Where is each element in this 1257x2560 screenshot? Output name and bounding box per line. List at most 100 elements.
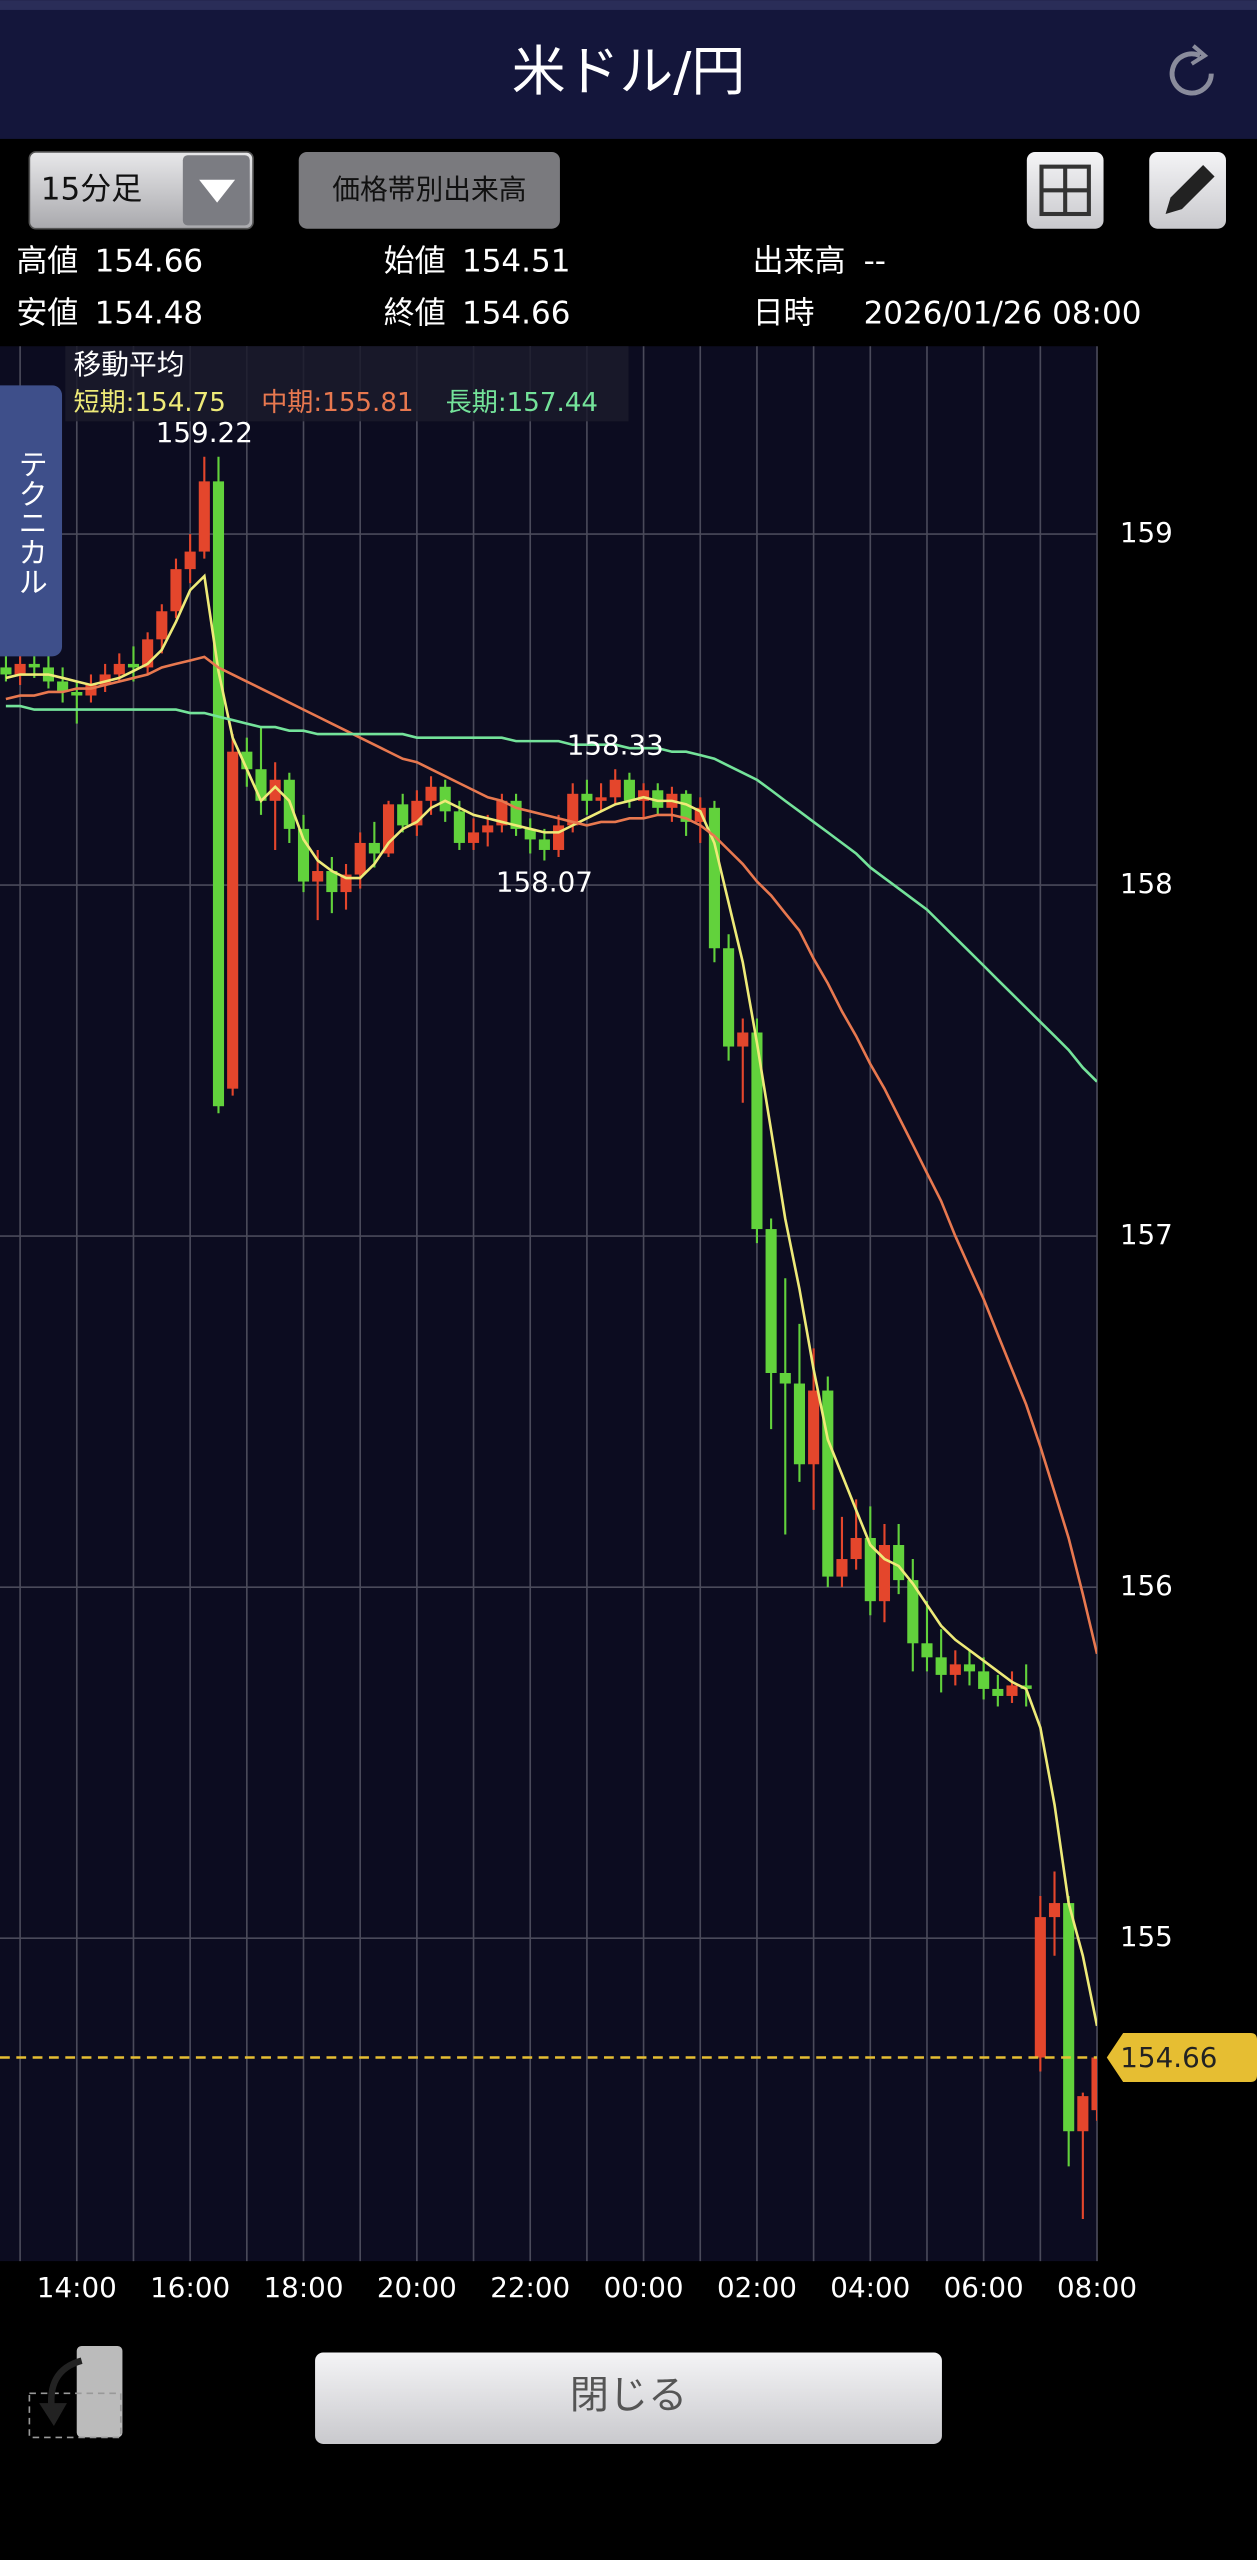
candle-body [57, 681, 69, 692]
layout-button[interactable] [1026, 151, 1104, 229]
candle-body [368, 842, 380, 854]
last-price-label: 154.66 [1120, 2041, 1217, 2074]
candle-body [978, 1671, 990, 1689]
candle-body [524, 828, 536, 840]
candle-body [737, 1032, 749, 1047]
candle-body [212, 481, 225, 1107]
candle-body [638, 790, 650, 801]
candle-body [142, 639, 154, 668]
candle-body [581, 793, 593, 801]
x-tick-label: 00:00 [604, 2271, 684, 2304]
y-tick-label: 157 [1120, 1218, 1173, 1251]
candle-body [609, 779, 621, 798]
x-tick-label: 14:00 [37, 2271, 117, 2304]
ma-line [5, 573, 1098, 2027]
technical-tab-label: テクニカル [14, 449, 48, 596]
candle-body [198, 481, 210, 552]
last-price-tag [1106, 2033, 1257, 2083]
candle-body [595, 797, 607, 801]
y-tick-label: 158 [1120, 867, 1173, 900]
candle-body [878, 1545, 891, 1602]
candle-body [935, 1657, 947, 1675]
candle-body [269, 779, 281, 801]
candle-body [397, 804, 409, 826]
candle-body [921, 1643, 933, 1658]
high-low-label: 159.22 [156, 416, 253, 449]
candle-body [156, 611, 168, 640]
info-value: 2026/01/26 08:00 [864, 296, 1142, 332]
candle-body [170, 569, 182, 612]
candle-body [1006, 1685, 1018, 1696]
candle-body [382, 804, 395, 854]
technical-tab[interactable]: テクニカル [0, 385, 63, 657]
high-low-label: 158.07 [496, 865, 593, 898]
legend-entry: 長期:157.44 [446, 388, 598, 418]
candle-body [963, 1664, 976, 1672]
x-tick-label: 04:00 [830, 2271, 910, 2304]
candle-body [312, 871, 324, 882]
info-label: 日時 [753, 296, 815, 332]
candle-body [1063, 1903, 1075, 2132]
candle-body [482, 825, 494, 833]
plot-area [0, 346, 1098, 2262]
x-tick-label: 16:00 [150, 2271, 230, 2304]
timeframe-label: 15分足 [41, 172, 142, 208]
legend-box [65, 346, 629, 422]
candle-body [1034, 1917, 1046, 2058]
candle-body [1077, 2096, 1089, 2132]
undo-button[interactable] [28, 2346, 123, 2439]
x-tick-label: 18:00 [264, 2271, 344, 2304]
candle-body [85, 684, 97, 696]
volume-profile-button[interactable]: 価格帯別出来高 [298, 151, 560, 229]
candle-body [822, 1390, 834, 1577]
refresh-button[interactable] [1169, 44, 1214, 96]
candle-body [708, 807, 720, 949]
x-tick-label: 08:00 [1057, 2271, 1137, 2304]
candle-body [694, 807, 706, 822]
candle-body [71, 691, 83, 696]
y-tick-label: 156 [1120, 1569, 1173, 1602]
candle-body [808, 1390, 820, 1465]
info-value: 154.66 [95, 243, 203, 279]
candle-body [184, 551, 196, 570]
candle-body [510, 800, 522, 829]
candle-body [439, 786, 451, 812]
draw-button[interactable] [1149, 151, 1226, 229]
x-tick-label: 22:00 [490, 2271, 570, 2304]
candle-body [992, 1688, 1004, 1696]
candle-body [467, 832, 480, 843]
x-tick-label: 20:00 [377, 2271, 457, 2304]
candle-body [680, 793, 692, 822]
candle-body [1020, 1685, 1032, 1689]
candle-body [14, 663, 26, 675]
candle-body [113, 663, 125, 675]
timeframe-dropdown[interactable]: 15分足 [28, 151, 254, 230]
candle-body [0, 667, 12, 675]
candle-body [836, 1559, 848, 1577]
info-label: 始値 [384, 243, 446, 279]
candle-body [354, 842, 366, 875]
volume-profile-label: 価格帯別出来高 [332, 173, 526, 206]
candle-body [1091, 2057, 1098, 2111]
close-button[interactable]: 閉じる [315, 2352, 942, 2444]
candle-body [864, 1537, 876, 1602]
info-label: 高値 [16, 243, 78, 279]
info-value: 154.66 [462, 296, 570, 332]
candle-body [538, 839, 550, 850]
legend-entry: 短期:154.75 [73, 388, 225, 418]
candle-body [553, 825, 565, 850]
candle-body [751, 1032, 763, 1230]
info-label: 終値 [384, 296, 446, 332]
candle-body [297, 828, 310, 882]
info-value: -- [864, 243, 886, 279]
info-value: 154.48 [95, 296, 203, 332]
candle-body [28, 663, 40, 668]
legend-title: 移動平均 [73, 348, 184, 381]
candle-body [779, 1372, 791, 1384]
candle-body [425, 786, 437, 801]
info-label: 安値 [16, 296, 78, 332]
close-button-label: 閉じる [570, 2374, 687, 2419]
info-panel: 高値 154.66 始値 154.51 出来高 -- 安値 154.48 終値 … [16, 243, 1141, 331]
